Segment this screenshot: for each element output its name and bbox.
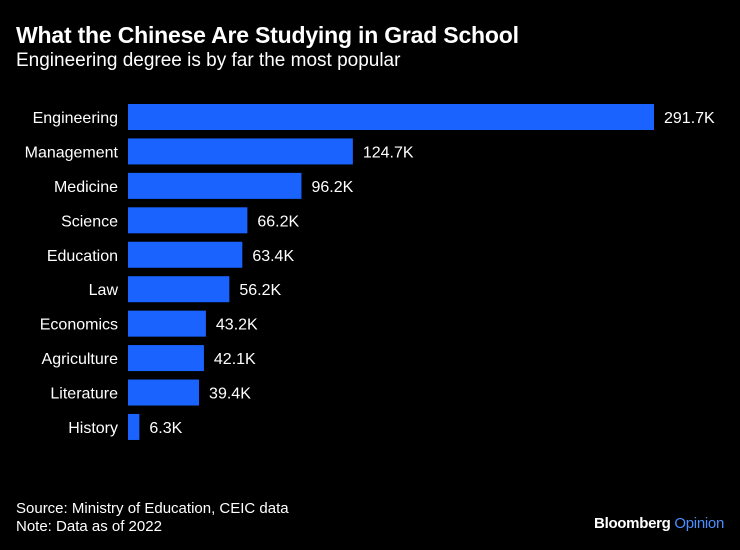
value-label-law: 56.2K: [239, 282, 281, 299]
brand-name: Bloomberg: [594, 515, 671, 532]
chart-title: What the Chinese Are Studying in Grad Sc…: [16, 22, 519, 48]
category-label-science: Science: [61, 213, 118, 230]
category-label-agriculture: Agriculture: [42, 351, 119, 368]
value-label-education: 63.4K: [252, 248, 294, 265]
value-label-engineering: 291.7K: [664, 110, 715, 127]
category-label-education: Education: [47, 248, 118, 265]
value-label-economics: 43.2K: [216, 317, 258, 334]
chart-subtitle: Engineering degree is by far the most po…: [16, 50, 401, 71]
value-label-management: 124.7K: [363, 144, 414, 161]
category-label-management: Management: [25, 144, 119, 161]
data-note: Note: Data as of 2022: [16, 518, 162, 535]
brand-logo: Bloomberg Opinion: [594, 515, 724, 532]
bar-medicine: [128, 172, 302, 199]
bar-management: [128, 138, 353, 165]
category-label-history: History: [68, 420, 118, 437]
category-label-law: Law: [89, 282, 119, 299]
value-label-agriculture: 42.1K: [214, 351, 256, 368]
value-label-history: 6.3K: [149, 420, 182, 437]
value-label-literature: 39.4K: [209, 386, 251, 403]
bar-engineering: [128, 104, 654, 130]
source-note: Source: Ministry of Education, CEIC data: [16, 500, 289, 517]
bar-literature: [128, 379, 200, 406]
brand-suffix: Opinion: [674, 515, 724, 532]
bar-education: [128, 241, 243, 268]
value-label-medicine: 96.2K: [311, 179, 353, 196]
value-label-science: 66.2K: [257, 213, 299, 230]
bar-economics: [128, 310, 206, 337]
bar-science: [128, 207, 248, 234]
category-label-engineering: Engineering: [33, 110, 118, 127]
bar-law: [128, 276, 230, 303]
footer: Source: Ministry of Education, CEIC data…: [16, 500, 289, 536]
bar-history: [128, 413, 140, 440]
bar-agriculture: [128, 345, 204, 372]
category-label-economics: Economics: [40, 317, 118, 334]
category-label-literature: Literature: [50, 386, 118, 403]
category-label-medicine: Medicine: [54, 179, 118, 196]
